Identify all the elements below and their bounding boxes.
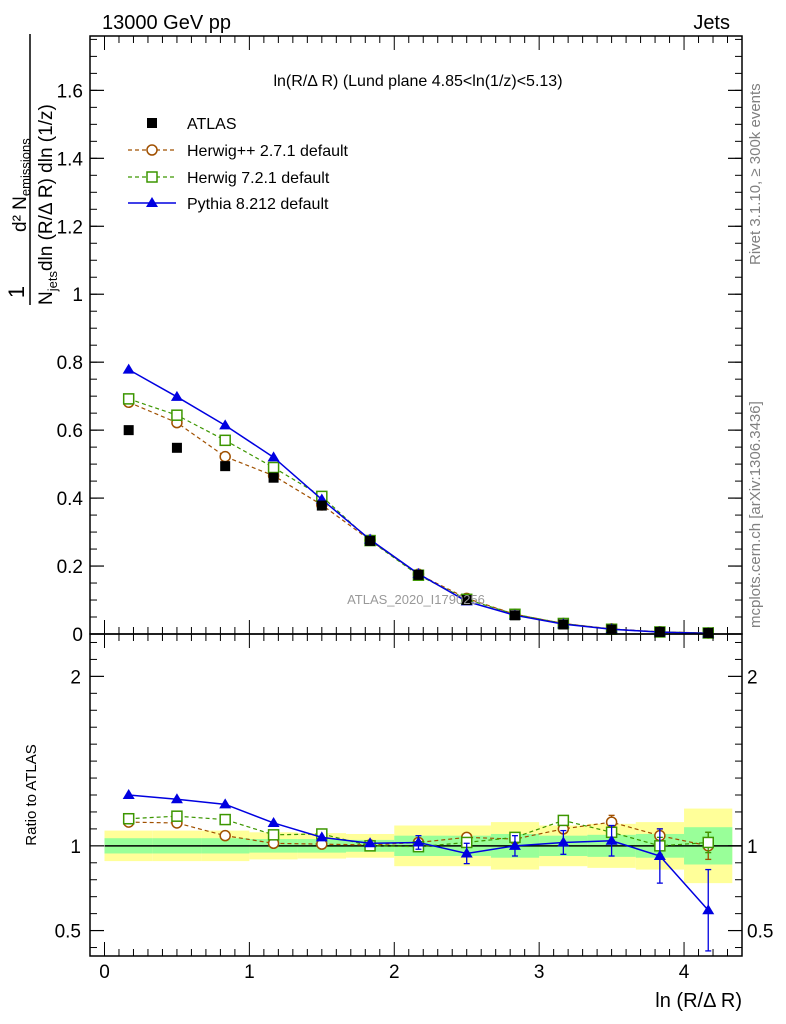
ylabel-denominator: Njetsdln (R/Δ R) dln (1/z) [36, 104, 60, 305]
ratio-point-herwig-new [122, 812, 135, 825]
ratio-xtick-label: 4 [679, 962, 690, 983]
ylabel-den-rest: dln (R/Δ R) dln (1/z) [36, 104, 57, 271]
main-title: ln(R/Δ R) (Lund plane 4.85<ln(1/z)<5.13) [273, 73, 562, 90]
legend-marker-herwig-new [146, 171, 158, 183]
ratio-ytick-label: 0.5 [55, 922, 81, 943]
ratio-series-group [122, 789, 715, 952]
ratio-point-pythia [364, 837, 377, 848]
main-point-atlas [606, 624, 617, 635]
ratio-xtick-label: 1 [244, 962, 255, 983]
ratio-ytick-label-right: 2 [747, 667, 758, 688]
main-point-herwig-new [219, 434, 231, 447]
ylabel-den-n: N [36, 291, 57, 305]
main-ytick-label: 0.8 [57, 353, 83, 374]
ratio-ytick-label-right: 0.5 [747, 922, 773, 943]
ylabel-one: 1 [4, 286, 29, 298]
main-ytick-label: 0.2 [57, 557, 83, 578]
ratio-panel: 0.5 0.5 1 1 2 2 0 1 2 3 4 [55, 633, 773, 983]
main-point-atlas [509, 610, 520, 621]
main-point-atlas [171, 442, 182, 453]
ratio-point-pythia [267, 816, 280, 827]
main-point-atlas [316, 500, 327, 511]
ylabel-d2: d² N [10, 196, 31, 232]
category-label: Jets [693, 12, 730, 34]
ratio-point-pythia [605, 834, 618, 845]
main-ytick-label: 1.6 [57, 81, 83, 102]
main-point-pythia [219, 419, 232, 430]
ratio-ylabel: Ratio to ATLAS [23, 744, 40, 845]
main-point-atlas [220, 461, 231, 472]
main-point-pythia [170, 390, 183, 401]
main-point-atlas [123, 425, 134, 436]
rivet-label: Rivet 3.1.10, ≥ 300k events [747, 83, 764, 265]
legend-marker-herwig-old [146, 144, 158, 156]
ratio-point-pythia [508, 839, 521, 850]
x-axis-label: ln (R/Δ R) [655, 990, 742, 1012]
ratio-point-pythia [219, 798, 232, 809]
ratio-point-pythia [460, 847, 473, 858]
legend-marker-atlas [147, 118, 157, 128]
ratio-xtick-label: 2 [389, 962, 400, 983]
ratio-point-herwig-new [171, 810, 183, 822]
ratio-point-pythia [653, 850, 666, 861]
main-ytick-label: 0.6 [57, 421, 83, 442]
ratio-point-herwig-new [219, 813, 231, 826]
main-point-pythia [122, 363, 135, 374]
main-ytick-label: 1.4 [57, 149, 84, 170]
ratio-point-pythia [315, 831, 328, 842]
main-ytick-label: 0 [72, 625, 83, 646]
mcplots-label: mcplots.cern.ch [arXiv:1306.3436] [747, 401, 764, 628]
main-ytick-label: 1 [72, 285, 83, 306]
main-point-herwig-new [171, 409, 183, 421]
energy-label: 13000 GeV pp [102, 12, 231, 34]
ratio-frame [89, 633, 743, 957]
legend: ATLAS Herwig++ 2.7.1 default Herwig 7.2.… [128, 116, 349, 213]
analysis-watermark: ATLAS_2020_I1790256 [347, 592, 485, 607]
ratio-point-herwig-new [702, 836, 714, 849]
ylabel-numerator: d² Nemissions [10, 138, 33, 232]
main-ytick-label: 0.4 [57, 489, 84, 510]
main-point-atlas [558, 619, 569, 630]
ratio-point-pythia [122, 789, 135, 799]
ylabel-emissions: emissions [18, 138, 33, 196]
main-point-atlas [413, 569, 424, 580]
ratio-ytick-label-right: 1 [747, 837, 758, 858]
ratio-point-pythia [170, 793, 183, 804]
ratio-point-pythia [702, 904, 715, 915]
main-point-atlas [268, 472, 279, 483]
ratio-point-herwig-old [219, 829, 231, 842]
ratio-ytick-label: 2 [70, 667, 81, 688]
legend-label-herwig-old: Herwig++ 2.7.1 default [187, 143, 349, 160]
main-point-atlas [703, 627, 714, 638]
main-point-atlas [365, 535, 376, 546]
main-point-pythia [267, 451, 280, 462]
ratio-point-pythia [412, 836, 425, 847]
main-point-herwig-old [219, 450, 231, 463]
main-point-herwig-new [267, 461, 280, 474]
ratio-point-herwig-new [557, 814, 570, 827]
main-point-atlas [654, 626, 665, 637]
main-panel: 0 0.2 0.4 0.6 0.8 1 1.2 1.4 1.6 [57, 35, 743, 646]
main-ytick-label: 1.2 [57, 217, 83, 238]
main-point-atlas [461, 595, 472, 606]
main-ylabel: 1 d² Nemissions Njetsdln (R/Δ R) dln (1/… [4, 34, 60, 305]
main-point-herwig-new [122, 393, 135, 405]
ratio-point-pythia [557, 836, 570, 847]
ratio-point-herwig-new [267, 829, 280, 841]
ratio-ytick-label: 1 [70, 837, 81, 858]
ratio-xtick-label: 0 [99, 962, 110, 983]
ylabel-den-jets: jets [45, 271, 60, 293]
legend-label-pythia: Pythia 8.212 default [187, 196, 329, 213]
legend-label-herwig-new: Herwig 7.2.1 default [187, 170, 330, 187]
legend-label-atlas: ATLAS [187, 116, 237, 133]
ratio-xtick-label: 3 [534, 962, 545, 983]
legend-marker-pythia [146, 197, 158, 207]
